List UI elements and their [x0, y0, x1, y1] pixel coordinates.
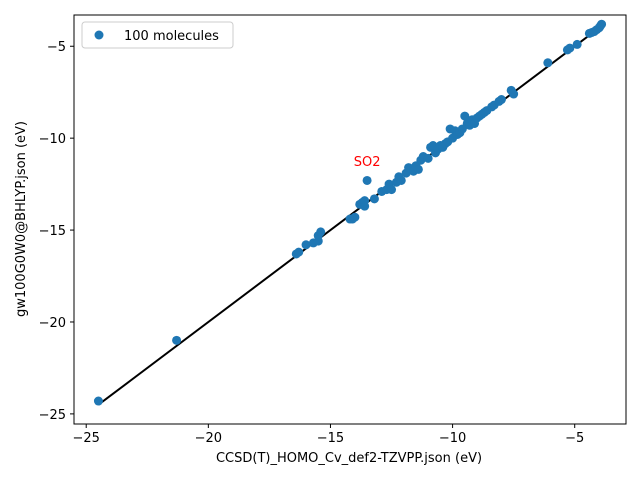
- legend-box: [81, 21, 234, 49]
- legend-marker: [94, 30, 104, 40]
- data-point: [316, 227, 326, 237]
- y-axis-label: gw100G0W0@BHLYP.json (eV): [14, 121, 29, 317]
- x-tick-label: −20: [195, 431, 222, 446]
- y-tick-label: −20: [39, 316, 66, 331]
- data-point: [423, 153, 433, 163]
- x-tick-label: −10: [439, 431, 466, 446]
- data-point: [362, 175, 372, 185]
- data-point: [369, 194, 379, 204]
- data-point: [93, 396, 103, 406]
- x-tick-label: −5: [565, 431, 584, 446]
- x-tick-label: −25: [72, 431, 99, 446]
- legend-entry-label: 100 molecules: [124, 29, 219, 44]
- x-axis-label: CCSD(T)_HOMO_Cv_def2-TZVPP.json (eV): [216, 451, 482, 466]
- data-point: [565, 43, 575, 53]
- data-point: [294, 247, 304, 257]
- data-points: [93, 19, 607, 406]
- data-point: [509, 89, 519, 99]
- axes: −25 −20 −15 −10 −5 −25 −20 −15 −10 −5: [39, 14, 627, 446]
- axes-frame: [73, 14, 627, 425]
- annotations: SO2: [354, 155, 381, 170]
- data-point: [572, 39, 582, 49]
- annotation-label: SO2: [354, 155, 381, 170]
- data-point: [347, 214, 357, 224]
- x-tick-label: −15: [317, 431, 344, 446]
- data-point: [413, 164, 423, 174]
- data-point: [387, 185, 397, 195]
- data-point: [543, 58, 553, 68]
- y-tick-label: −25: [39, 408, 66, 423]
- data-point: [172, 335, 182, 345]
- data-point: [360, 201, 370, 211]
- y-tick-label: −5: [47, 40, 66, 55]
- data-point: [597, 19, 607, 29]
- y-tick-label: −15: [39, 224, 66, 239]
- data-point: [460, 111, 470, 121]
- data-point: [301, 240, 311, 250]
- y-tick-label: −10: [39, 132, 66, 147]
- data-point: [396, 175, 406, 185]
- legend: 100 molecules: [81, 21, 234, 49]
- data-point: [496, 95, 506, 105]
